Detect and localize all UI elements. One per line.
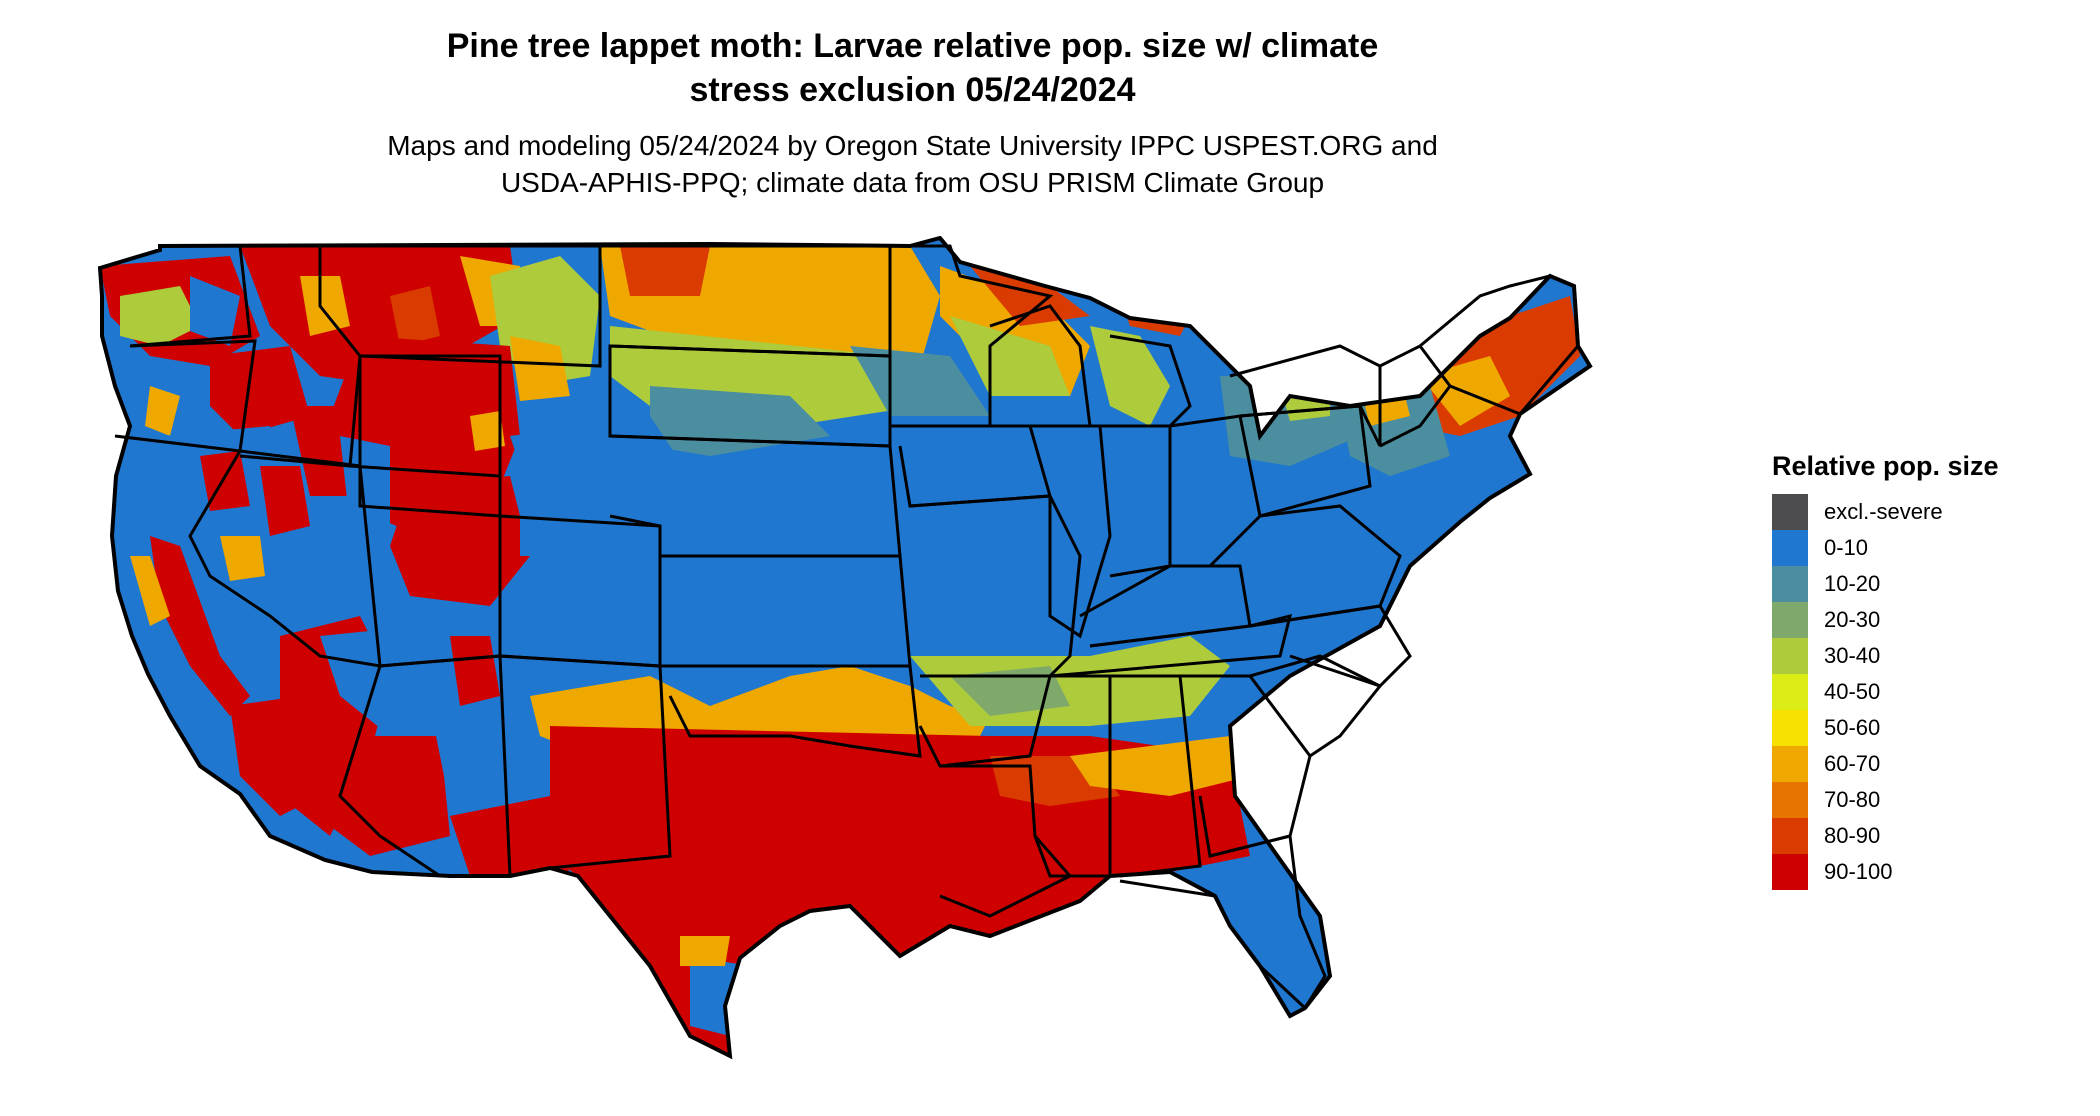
- region-idaho-orange: [300, 276, 350, 336]
- region-lake-superior-red: [970, 266, 1090, 326]
- region-nevada-red-2: [260, 466, 310, 536]
- us-map: [98, 236, 1592, 1058]
- legend-item: 50-60: [1772, 710, 1999, 746]
- legend-swatch: [1772, 818, 1808, 854]
- region-minnesota-teal: [850, 346, 990, 416]
- region-north-dakota-red: [620, 246, 710, 296]
- map-subtitle-line-2: USDA-APHIS-PPQ; climate data from OSU PR…: [500, 167, 1325, 198]
- border-virginia: [1249, 504, 1402, 628]
- legend-swatch: [1772, 602, 1808, 638]
- border-oklahoma: [660, 664, 922, 758]
- legend-item: 90-100: [1772, 854, 1999, 890]
- region-cascades-blue: [190, 276, 240, 346]
- legend-swatch: [1772, 710, 1808, 746]
- legend-label: excl.-severe: [1824, 499, 1943, 524]
- legend-label: 90-100: [1824, 859, 1893, 884]
- map-subtitle: Maps and modeling 05/24/2024 by Oregon S…: [0, 127, 1825, 201]
- region-wisconsin-green: [950, 316, 1070, 396]
- map-subtitle-line-1: Maps and modeling 05/24/2024 by Oregon S…: [387, 130, 1438, 161]
- legend-label: 0-10: [1824, 535, 1869, 560]
- legend-swatch: [1772, 638, 1808, 674]
- legend-swatch: [1772, 782, 1808, 818]
- legend-label: 70-80: [1824, 787, 1881, 812]
- region-carolinas-orange: [1070, 736, 1250, 796]
- legend-label: 80-90: [1824, 823, 1881, 848]
- legend-item: excl.-severe: [1772, 494, 1999, 530]
- region-oregon-red: [210, 346, 310, 436]
- region-olympic-green: [120, 286, 200, 346]
- legend-item: 60-70: [1772, 746, 1999, 782]
- border-louisiana: [939, 764, 1073, 918]
- legend-swatch: [1772, 566, 1808, 602]
- region-south-texas-blue: [690, 956, 750, 1036]
- border-tennessee: [1049, 613, 1293, 678]
- border-michigan: [1109, 334, 1192, 428]
- legend-swatch: [1772, 746, 1808, 782]
- border-nevada: [188, 449, 382, 668]
- legend-item: 80-90: [1772, 818, 1999, 854]
- region-california-red: [150, 536, 250, 716]
- region-utah-blue: [340, 436, 390, 536]
- legend-label: 60-70: [1824, 751, 1881, 776]
- map-title: Pine tree lappet moth: Larvae relative p…: [0, 24, 1825, 112]
- map-color-layers: [100, 246, 1580, 1056]
- border-oregon: [114, 339, 257, 453]
- region-new-mexico-red: [450, 636, 500, 706]
- region-colorado-red: [390, 476, 530, 606]
- legend: Relative pop. size excl.-severe 0-10 10-20…: [1772, 448, 1999, 890]
- legend-items: excl.-severe 0-10 10-20 20-30 30-40 40-50 50-6…: [1772, 494, 1999, 890]
- legend-item: 10-20: [1772, 566, 1999, 602]
- region-utah-red: [290, 406, 350, 496]
- border-south-carolina: [1249, 654, 1383, 758]
- legend-label: 40-50: [1824, 679, 1881, 704]
- legend-item: 40-50: [1772, 674, 1999, 710]
- region-nevada-orange: [220, 536, 265, 581]
- border-arkansas: [918, 674, 1052, 768]
- map-title-line-1: Pine tree lappet moth: Larvae relative p…: [446, 27, 1379, 65]
- map-title-line-2: stress exclusion 05/24/2024: [689, 71, 1136, 109]
- legend-swatch: [1772, 494, 1808, 530]
- legend-label: 50-60: [1824, 715, 1881, 740]
- legend-item: 30-40: [1772, 638, 1999, 674]
- region-kentucky-olive: [950, 666, 1070, 716]
- border-illinois: [1030, 424, 1112, 639]
- region-wyoming-orange: [510, 336, 570, 401]
- border-new-york: [1229, 344, 1382, 447]
- legend-swatch: [1772, 674, 1808, 710]
- region-south-florida-blue: [1230, 906, 1305, 1006]
- legend-label: 20-30: [1824, 607, 1881, 632]
- legend-swatch: [1772, 530, 1808, 566]
- region-arizona-blue: [320, 626, 440, 736]
- legend-item: 0-10: [1772, 530, 1999, 566]
- legend-swatch: [1772, 854, 1808, 890]
- region-southern-arizona-red: [330, 736, 450, 856]
- legend-item: 70-80: [1772, 782, 1999, 818]
- region-wyoming-spot-orange: [470, 411, 505, 451]
- region-montana-darkorange: [390, 286, 440, 346]
- legend-label: 10-20: [1824, 571, 1881, 596]
- border-georgia: [1180, 674, 1312, 858]
- region-new-mexico-south-red: [450, 796, 570, 876]
- region-oregon-orange: [145, 386, 180, 436]
- region-michigan-green: [1090, 326, 1170, 426]
- region-california-orange: [130, 556, 170, 626]
- region-south-texas-orange: [680, 936, 730, 966]
- legend-label: 30-40: [1824, 643, 1881, 668]
- legend-title: Relative pop. size: [1772, 451, 1999, 481]
- legend-item: 20-30: [1772, 602, 1999, 638]
